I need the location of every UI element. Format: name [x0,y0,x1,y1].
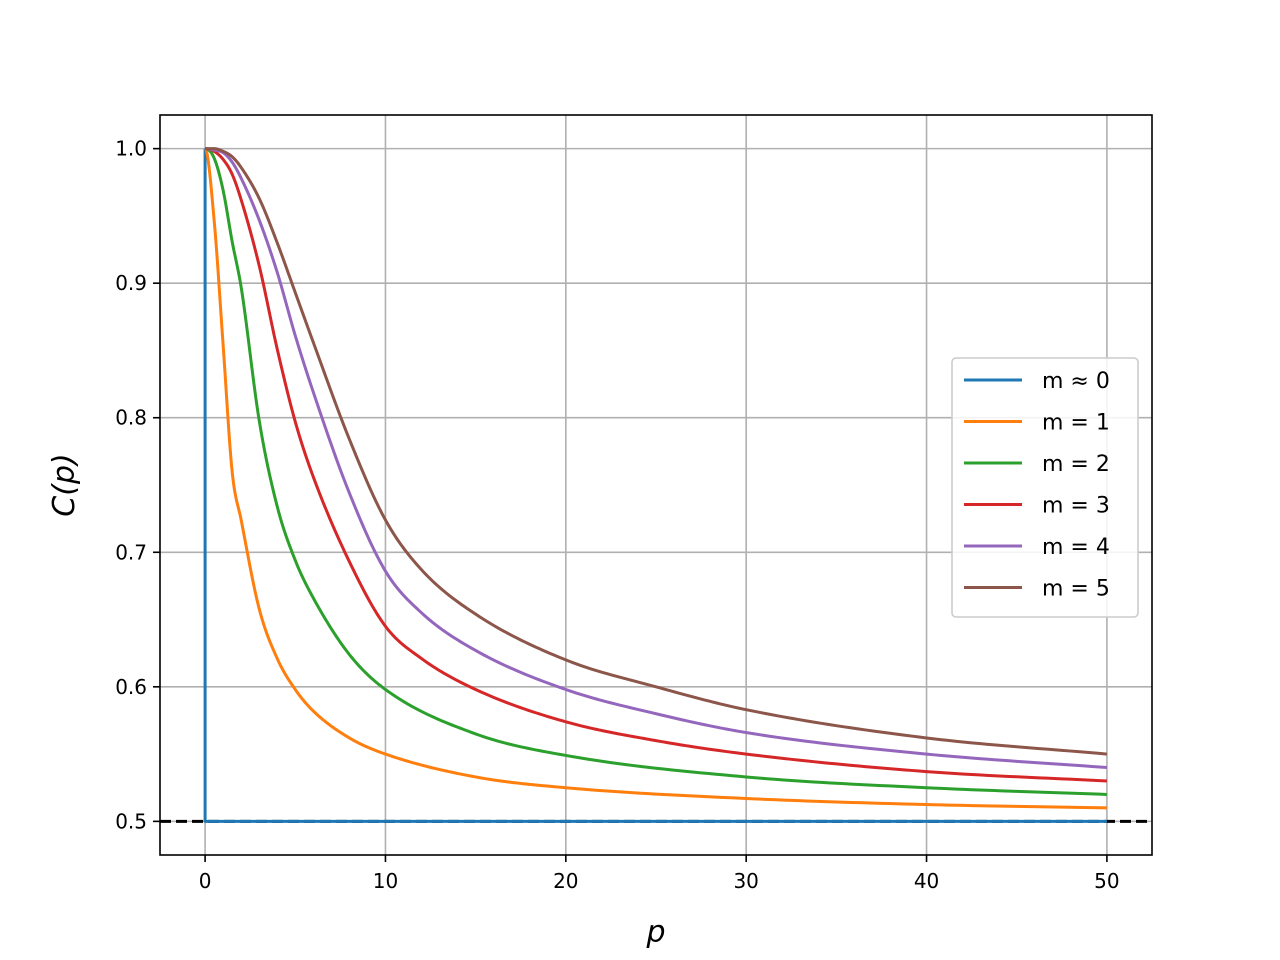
x-tick-label: 10 [373,869,398,893]
series-layer [203,147,1108,823]
legend: m ≈ 0 m = 1 m = 2 m = 3 m = 4 m = 5 [951,357,1139,618]
x-tick-label: 40 [914,869,939,893]
series-line-3 [203,147,1107,783]
series-line-4 [203,147,1108,770]
x-tick-label: 0 [199,869,212,893]
legend-label: m = 3 [1042,494,1110,519]
y-tick-label: 0.8 [115,406,147,430]
series-line-0 [203,148,1107,823]
y-tick-label: 0.5 [115,809,147,833]
x-tick-label: 30 [733,869,758,893]
y-tick-label: 0.7 [115,540,147,564]
y-axis-label: C(p) [47,453,82,516]
series-line-1 [203,147,1107,810]
x-tick-label: 50 [1094,869,1119,893]
legend-label: m = 1 [1042,411,1110,436]
x-axis-label: p [645,915,665,950]
ticks: 0 10 20 30 40 50 0.5 0.6 0.7 0.8 0.9 1.0 [115,137,1119,893]
series-line-5 [203,147,1108,756]
legend-label: m = 2 [1042,452,1110,477]
legend-label: m = 4 [1042,535,1110,560]
x-tick-label: 20 [553,869,578,893]
legend-label: m = 5 [1042,577,1110,602]
legend-label: m ≈ 0 [1042,369,1110,394]
y-tick-label: 1.0 [115,137,147,161]
y-tick-label: 0.9 [115,271,147,295]
plot-frame [159,114,1153,856]
series-line-2 [203,147,1107,796]
y-tick-label: 0.6 [115,675,147,699]
